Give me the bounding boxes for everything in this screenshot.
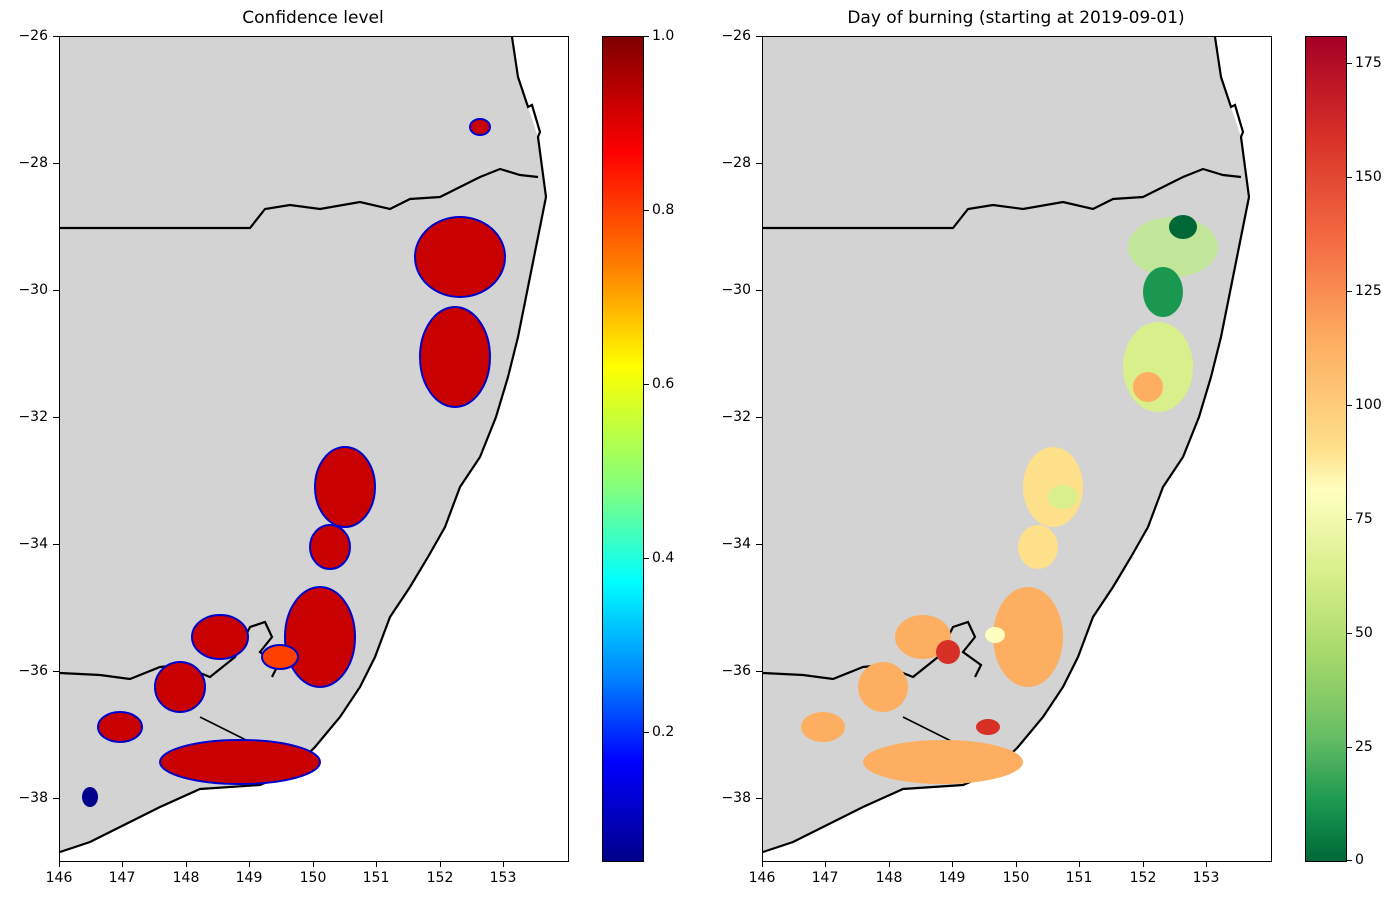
x-tick: 153	[1192, 870, 1220, 886]
x-tick: 146	[45, 870, 73, 886]
confidence-colorbar	[602, 36, 644, 862]
x-tick: 147	[108, 870, 136, 886]
y-tick: −34	[721, 536, 751, 552]
coastline	[763, 37, 1251, 854]
x-tick: 150	[1002, 870, 1030, 886]
x-tick: 148	[172, 870, 200, 886]
coastline	[60, 37, 548, 854]
x-tick: 151	[1065, 870, 1093, 886]
y-tick: −38	[721, 790, 751, 806]
y-tick: −26	[721, 28, 751, 44]
confidence-map	[59, 36, 569, 862]
confidence-map-svg	[60, 37, 568, 861]
x-tick: 150	[299, 870, 327, 886]
x-tick: 147	[811, 870, 839, 886]
state-border-vic	[60, 620, 280, 681]
y-tick: −38	[18, 790, 48, 806]
x-tick: 151	[362, 870, 390, 886]
x-tick: 152	[426, 870, 454, 886]
y-tick: −36	[18, 663, 48, 679]
colorbar-tick: 0.8	[652, 202, 675, 218]
colorbar-tick: 50	[1355, 625, 1373, 641]
x-tick: 153	[489, 870, 517, 886]
y-tick: −34	[18, 536, 48, 552]
x-tick: 146	[748, 870, 776, 886]
y-tick: −26	[18, 28, 48, 44]
y-tick: −30	[721, 282, 751, 298]
burn-patches	[801, 215, 1218, 784]
y-tick: −28	[18, 155, 48, 171]
colorbar-tick: 25	[1355, 739, 1373, 755]
y-tick: −36	[721, 663, 751, 679]
state-border-qld	[60, 167, 539, 230]
colorbar-tick: 175	[1355, 55, 1382, 71]
day-colorbar	[1305, 36, 1347, 862]
state-border-qld	[763, 167, 1242, 230]
land-mass	[763, 37, 1249, 852]
fire-patches	[82, 118, 506, 807]
colorbar-tick: 150	[1355, 169, 1382, 185]
x-tick: 149	[235, 870, 263, 886]
panel2-title: Day of burning (starting at 2019-09-01)	[847, 8, 1185, 28]
colorbar-tick: 100	[1355, 397, 1382, 413]
colorbar-tick: 1.0	[652, 28, 675, 44]
colorbar-tick: 0	[1355, 852, 1364, 868]
act-line	[902, 716, 954, 743]
colorbar-tick: 125	[1355, 283, 1382, 299]
day-of-burning-map-svg	[763, 37, 1271, 861]
colorbar-tick: 0.6	[652, 376, 675, 392]
colorbar-tick: 0.4	[652, 550, 675, 566]
x-tick: 149	[938, 870, 966, 886]
y-tick: −32	[18, 409, 48, 425]
colorbar-tick: 0.2	[652, 724, 675, 740]
act-line	[199, 716, 251, 743]
x-tick: 152	[1129, 870, 1157, 886]
day-of-burning-map	[762, 36, 1272, 862]
y-tick: −30	[18, 282, 48, 298]
y-tick: −32	[721, 409, 751, 425]
colorbar-tick: 75	[1355, 511, 1373, 527]
y-tick: −28	[721, 155, 751, 171]
panel1-title: Confidence level	[242, 8, 384, 28]
x-tick: 148	[875, 870, 903, 886]
